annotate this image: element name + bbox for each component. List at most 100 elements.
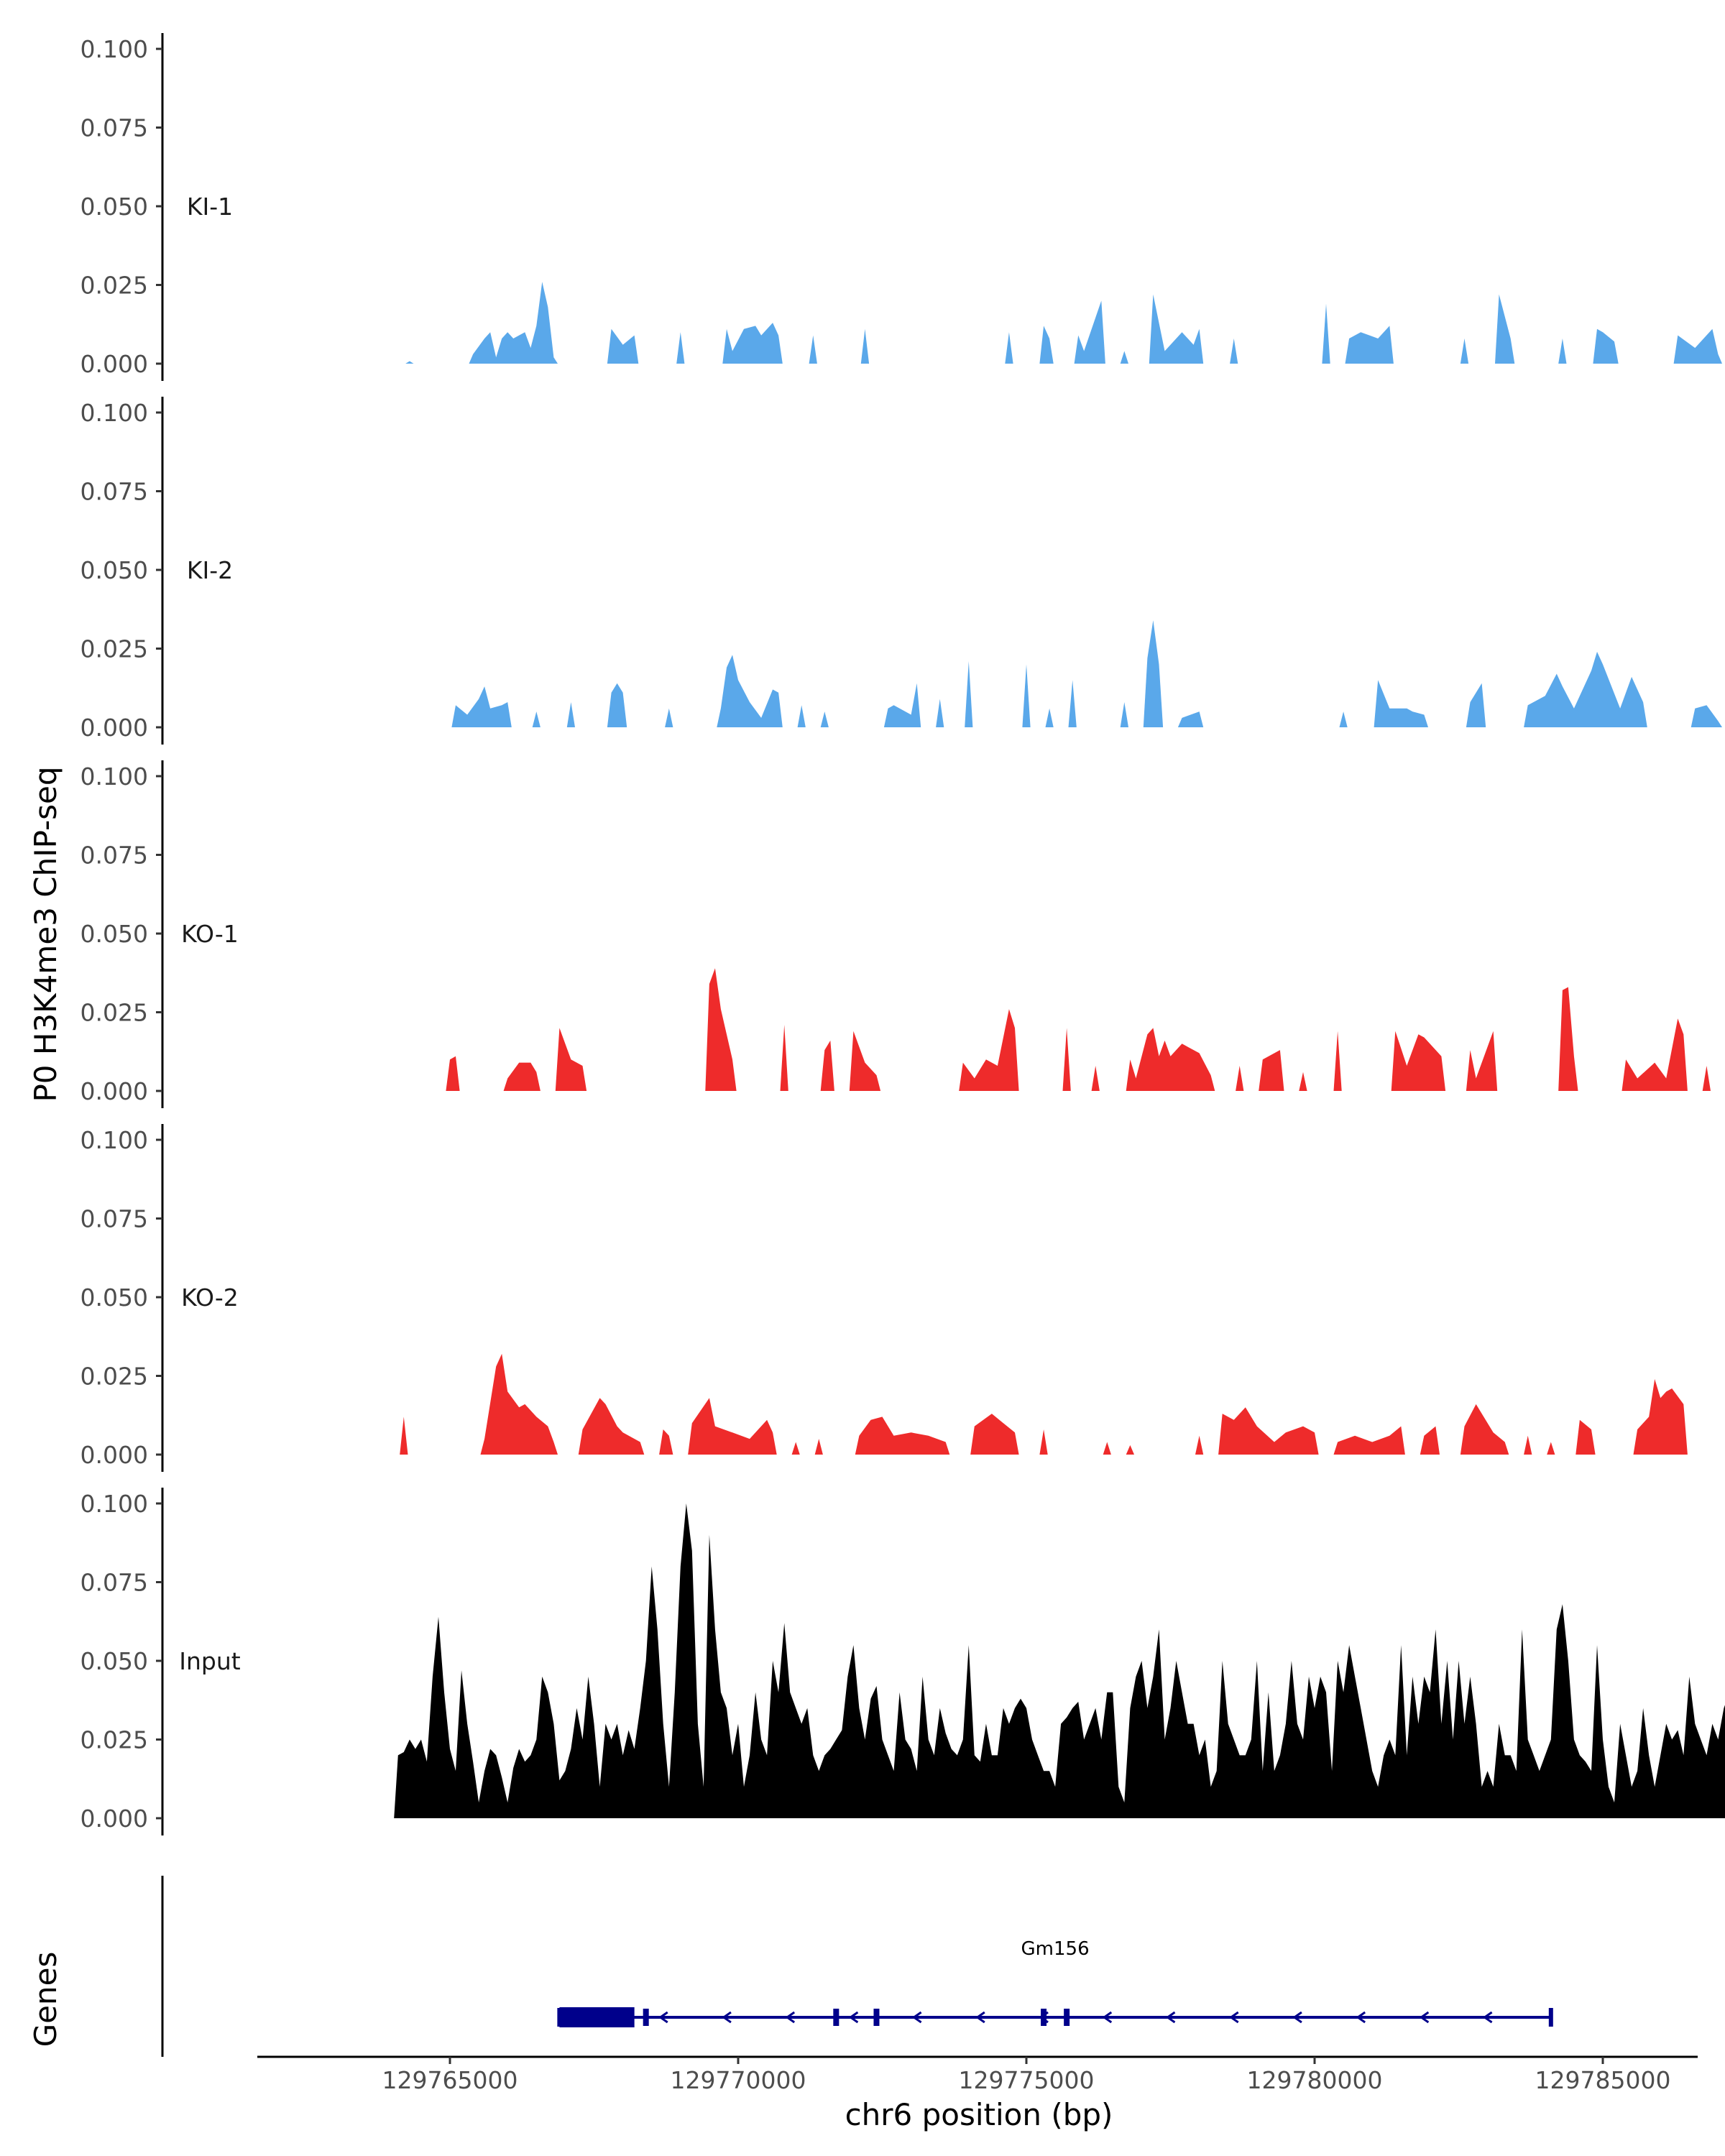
signal-peak <box>1593 328 1619 364</box>
signal-peak <box>936 699 944 727</box>
x-tick-label: 129775000 <box>959 2066 1095 2094</box>
signal-peak <box>578 1398 645 1455</box>
y-tick-label: 0.050 <box>80 920 148 948</box>
signal-peak <box>1022 664 1031 727</box>
signal-peak <box>607 328 639 364</box>
y-tick-label: 0.000 <box>80 350 148 378</box>
signal-peak <box>883 683 921 727</box>
signal-peak <box>717 655 783 727</box>
signal-peak <box>1074 300 1105 364</box>
signal-peak <box>1126 1028 1215 1091</box>
y-tick-label: 0.075 <box>80 842 148 870</box>
signal-peak <box>676 332 685 364</box>
y-tick-label: 0.100 <box>80 1126 148 1154</box>
signal-peak <box>1524 651 1647 727</box>
strand-arrow <box>785 2011 796 2024</box>
track-label: KO-2 <box>181 1284 239 1312</box>
signal-peak <box>965 661 973 727</box>
gene-exon <box>833 2009 840 2026</box>
signal-peak <box>1633 1378 1688 1455</box>
signal-peak <box>849 1031 881 1091</box>
signal-peak <box>1460 1404 1509 1455</box>
signal-peak <box>1466 683 1486 727</box>
signal-peak <box>405 361 414 364</box>
signal-peak <box>469 282 558 364</box>
signal-peak <box>860 328 870 364</box>
signal-peak <box>1622 1018 1688 1091</box>
signal-peak <box>1547 1442 1555 1455</box>
x-axis-title: chr6 position (bp) <box>845 2097 1113 2132</box>
gene-exon <box>873 2009 880 2026</box>
signal-peak <box>400 1416 408 1455</box>
x-tick-label: 129780000 <box>1247 2066 1383 2094</box>
signal-peak <box>791 1442 800 1455</box>
signal-peak <box>1374 680 1428 727</box>
genes-y-axis-title: Genes <box>28 1952 63 2047</box>
track-input: 0.000 0.025 0.050 0.075 0.100 Input <box>80 1488 1725 1835</box>
x-tick-label: 129785000 <box>1535 2066 1671 2094</box>
genes-panel: Genes Gm156 <box>28 1876 1553 2057</box>
strand-arrow <box>1482 2011 1493 2024</box>
y-tick-label: 0.075 <box>80 1205 148 1233</box>
y-tick-label: 0.000 <box>80 1441 148 1469</box>
signal-peak <box>659 1429 673 1455</box>
x-tick-label: 129770000 <box>671 2066 806 2094</box>
signal-peak <box>1103 1442 1111 1455</box>
track-ko-2: 0.000 0.025 0.050 0.075 0.100 KO-2 <box>80 1124 1688 1472</box>
strand-arrow <box>1039 2011 1049 2024</box>
track-ko-1: 0.000 0.025 0.050 0.075 0.100 KO-1 <box>80 760 1711 1108</box>
y-tick-label: 0.075 <box>80 114 148 142</box>
signal-peak <box>446 1056 460 1091</box>
signal-peak <box>1339 711 1348 727</box>
signal-peak <box>1299 1072 1307 1091</box>
signal-peak <box>814 1439 823 1455</box>
signal-peak <box>1218 1407 1319 1455</box>
signal-peak <box>1558 987 1578 1091</box>
signal-peak <box>1143 620 1164 727</box>
y-tick-label: 0.100 <box>80 399 148 427</box>
y-tick-label: 0.025 <box>80 1363 148 1391</box>
signal-peak <box>1495 294 1515 364</box>
y-tick-label: 0.025 <box>80 999 148 1027</box>
track-ki-2: 0.000 0.025 0.050 0.075 0.100 KI-2 <box>80 397 1722 745</box>
signal-peak <box>1068 680 1077 727</box>
signal-peak <box>607 683 627 727</box>
track-ki-1: 0.000 0.025 0.050 0.075 0.100 KI-1 <box>80 33 1722 381</box>
signal-peak <box>555 1028 587 1091</box>
signal-peak <box>1391 1031 1446 1091</box>
y-tick-label: 0.025 <box>80 635 148 663</box>
gene-name-label: Gm156 <box>1021 1938 1090 1960</box>
signal-peak <box>665 708 673 727</box>
y-axis-title: P0 H3K4me3 ChIP-seq <box>28 766 63 1102</box>
signal-peak <box>1558 338 1567 364</box>
strand-arrow <box>1165 2011 1176 2024</box>
strand-arrow <box>848 2011 859 2024</box>
signal-peak <box>1126 1445 1134 1455</box>
signal-peak <box>1702 1066 1711 1091</box>
strand-arrow <box>1229 2011 1239 2024</box>
y-tick-label: 0.050 <box>80 1647 148 1675</box>
strand-arrow <box>1419 2011 1430 2024</box>
y-tick-label: 0.050 <box>80 556 148 584</box>
signal-peak <box>1345 326 1394 364</box>
signal-peak <box>1259 1050 1284 1091</box>
signal-peak <box>1091 1066 1100 1091</box>
signal-peak <box>970 1414 1019 1455</box>
signal-peak <box>480 1353 558 1455</box>
signal-peak <box>451 686 512 727</box>
signal-peak <box>1005 332 1013 364</box>
y-tick-label: 0.025 <box>80 1726 148 1754</box>
signal-peak <box>1195 1435 1204 1455</box>
y-tick-label: 0.000 <box>80 714 148 742</box>
signal-peak <box>1576 1419 1596 1455</box>
strand-arrow <box>1292 2011 1302 2024</box>
y-tick-label: 0.050 <box>80 193 148 221</box>
signal-peak <box>797 705 806 727</box>
gene-end-cap <box>557 2008 562 2027</box>
signal-peak <box>705 968 737 1091</box>
gene-exon <box>1041 2009 1047 2026</box>
signal-peak <box>1120 351 1128 364</box>
track-label: KI-2 <box>187 556 233 584</box>
signal-peak <box>1333 1426 1405 1455</box>
signal-peak <box>1039 326 1054 364</box>
